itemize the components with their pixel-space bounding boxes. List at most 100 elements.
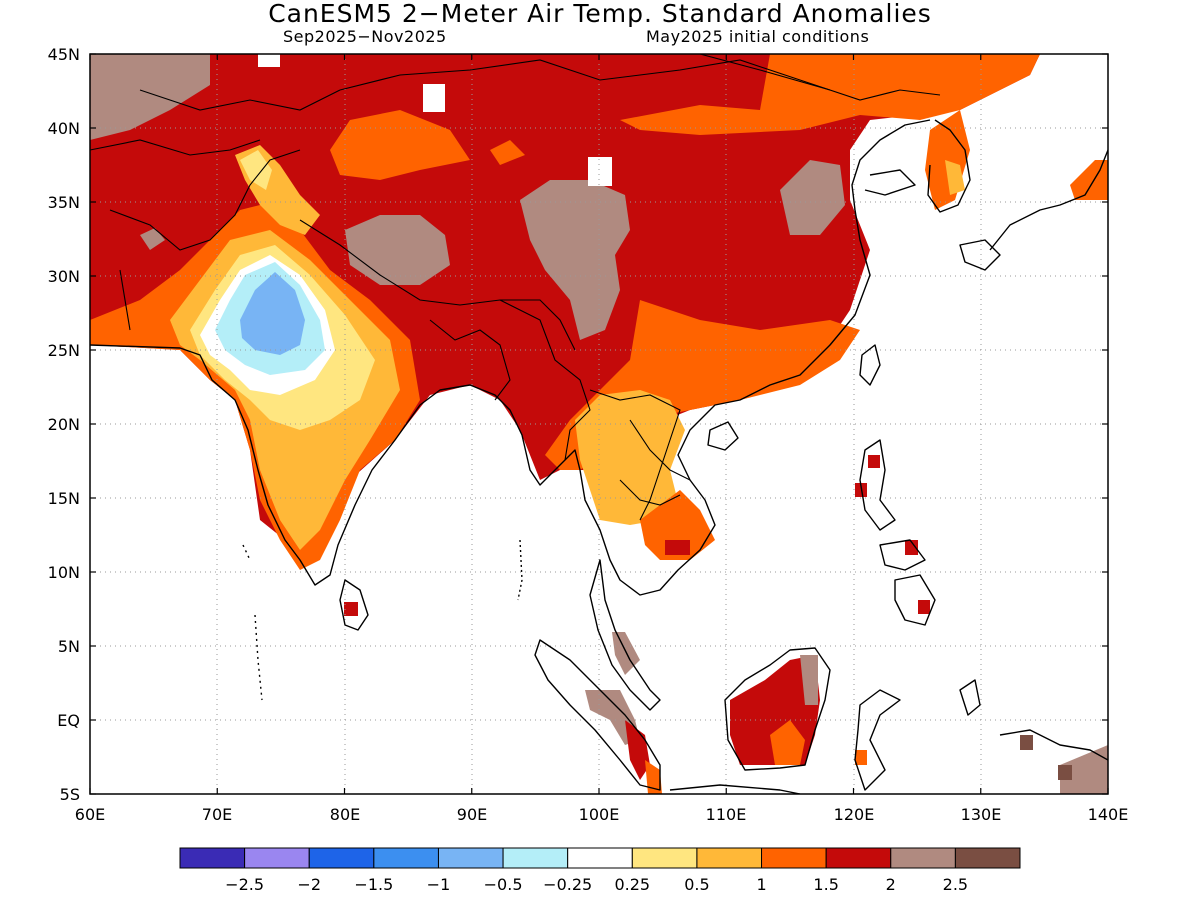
gridlines: [90, 54, 1108, 794]
initial-conditions: May2025 initial conditions: [646, 27, 870, 46]
region-anomaly-1-5-small: [490, 140, 525, 165]
region-anomaly-sumatra-grey: [585, 690, 640, 745]
region-anomaly-visayas: [905, 540, 918, 555]
country-borders: [90, 54, 941, 521]
coastline-new-guinea: [999, 729, 1108, 761]
lat-label: 10N: [48, 563, 80, 582]
legend-label: −2.5: [225, 875, 264, 894]
coastline-sri-lanka: [339, 579, 369, 631]
legend-swatch: [308, 847, 375, 869]
region-anomaly-0-5-north: [240, 150, 272, 190]
region-anomaly-minus-0-5: [240, 272, 305, 355]
coastline-andaman: [517, 539, 523, 601]
lon-label: 130E: [961, 805, 1002, 824]
region-anomaly-sumatra-orange: [645, 760, 662, 794]
region-anomaly-korea-1: [945, 160, 965, 195]
lon-label: 90E: [457, 805, 487, 824]
color-legend: [179, 847, 1021, 869]
legend-swatch: [825, 847, 892, 869]
legend-label: 1: [756, 875, 766, 894]
lon-label: 120E: [834, 805, 875, 824]
coastline-lakshadweep: [242, 544, 251, 561]
region-anomaly-2-5-east: [780, 160, 845, 235]
coastline-visayas: [879, 539, 926, 571]
region-anomaly-1-5-indochina: [640, 490, 715, 560]
lat-label: 30N: [48, 267, 80, 286]
region-anomaly-borneo-orange: [770, 720, 805, 765]
coastline-java: [669, 784, 801, 794]
lat-label: 40N: [48, 119, 80, 138]
border-pakistan: [109, 149, 301, 251]
border-india-bangladesh: [429, 319, 511, 401]
border-china-north: [339, 59, 941, 101]
lat-label: EQ: [57, 711, 80, 730]
region-anomaly-luzon: [868, 455, 880, 468]
lat-label: 5S: [60, 785, 80, 804]
legend-swatch: [696, 847, 763, 869]
region-anomaly-borneo-grey: [800, 655, 818, 705]
region-anomaly-sumatra-red: [625, 720, 650, 780]
coastline-luzon: [859, 439, 896, 531]
coastline-borneo: [724, 647, 831, 771]
lon-label: 70E: [202, 805, 232, 824]
coastline-hainan: [707, 421, 739, 451]
region-anomaly-japan: [1070, 160, 1108, 200]
border-indochina: [589, 389, 681, 521]
coastline-sumatra: [534, 639, 661, 791]
legend-label: 0.25: [614, 875, 650, 894]
longitude-labels: 60E 70E 80E 90E 100E 110E 120E 130E 140E: [75, 805, 1129, 824]
latitude-labels: 45N 40N 35N 30N 25N 20N 15N 10N 5N EQ 5S: [48, 45, 80, 804]
legend-label: −0.25: [543, 875, 592, 894]
coastline-japan: [989, 149, 1108, 251]
legend-label: −0.5: [484, 875, 523, 894]
border-myanmar: [499, 299, 591, 461]
lon-label: 140E: [1088, 805, 1129, 824]
legend-swatch: [373, 847, 439, 869]
region-anomaly-sulawesi: [855, 750, 867, 765]
lon-label: 80E: [330, 805, 360, 824]
lat-label: 25N: [48, 341, 80, 360]
region-anomaly-mindanao: [918, 600, 930, 614]
border-laos-vietnam: [629, 419, 691, 481]
missing-cell: [588, 157, 612, 186]
border-thailand-cambodia: [619, 479, 681, 506]
lon-label: 60E: [75, 805, 105, 824]
lon-label: 100E: [579, 805, 620, 824]
region-anomaly-newguinea-grey: [1060, 745, 1108, 794]
border-himalaya: [299, 219, 576, 351]
lat-label: 45N: [48, 45, 80, 64]
lat-label: 5N: [58, 637, 80, 656]
legend-swatch: [761, 847, 827, 869]
legend-label: −1.5: [354, 875, 393, 894]
missing-cell: [258, 54, 280, 67]
lat-label: 15N: [48, 489, 80, 508]
lon-label: 110E: [706, 805, 747, 824]
coastline-korea: [927, 119, 971, 213]
axis-ticks: [89, 53, 1109, 795]
forecast-period: Sep2025−Nov2025: [283, 27, 447, 46]
legend-label: 2: [886, 875, 896, 894]
coastline-maldives: [254, 614, 263, 701]
coastlines: [90, 119, 1108, 794]
legend-swatch: [437, 847, 504, 869]
color-legend-labels: −2.5 −2 −1.5 −1 −0.5 −0.25 0.25 0.5 1 1.5 2 2.5: [225, 875, 968, 894]
missing-cell: [423, 84, 445, 112]
region-anomaly-2-5-china: [520, 180, 630, 340]
coastline-taiwan: [859, 344, 881, 386]
legend-swatch: [567, 847, 633, 869]
coastline-malay-peninsula: [589, 559, 661, 711]
legend-label: 0.5: [684, 875, 709, 894]
legend-swatch: [890, 847, 956, 869]
coastline-japan-south: [959, 239, 1001, 271]
border-central-asia: [139, 89, 341, 111]
legend-swatch: [502, 847, 569, 869]
region-anomaly-1-indochina: [575, 390, 685, 525]
coastline-halmahera: [959, 679, 981, 716]
region-anomaly-newguinea-brown-2: [1020, 735, 1033, 750]
legend-swatch: [631, 847, 698, 869]
region-anomaly-srilanka: [344, 602, 358, 616]
border-mongolia: [699, 54, 831, 91]
legend-label: −1: [427, 875, 451, 894]
border-iran: [119, 269, 131, 331]
region-anomaly-2-5-small: [140, 228, 165, 250]
